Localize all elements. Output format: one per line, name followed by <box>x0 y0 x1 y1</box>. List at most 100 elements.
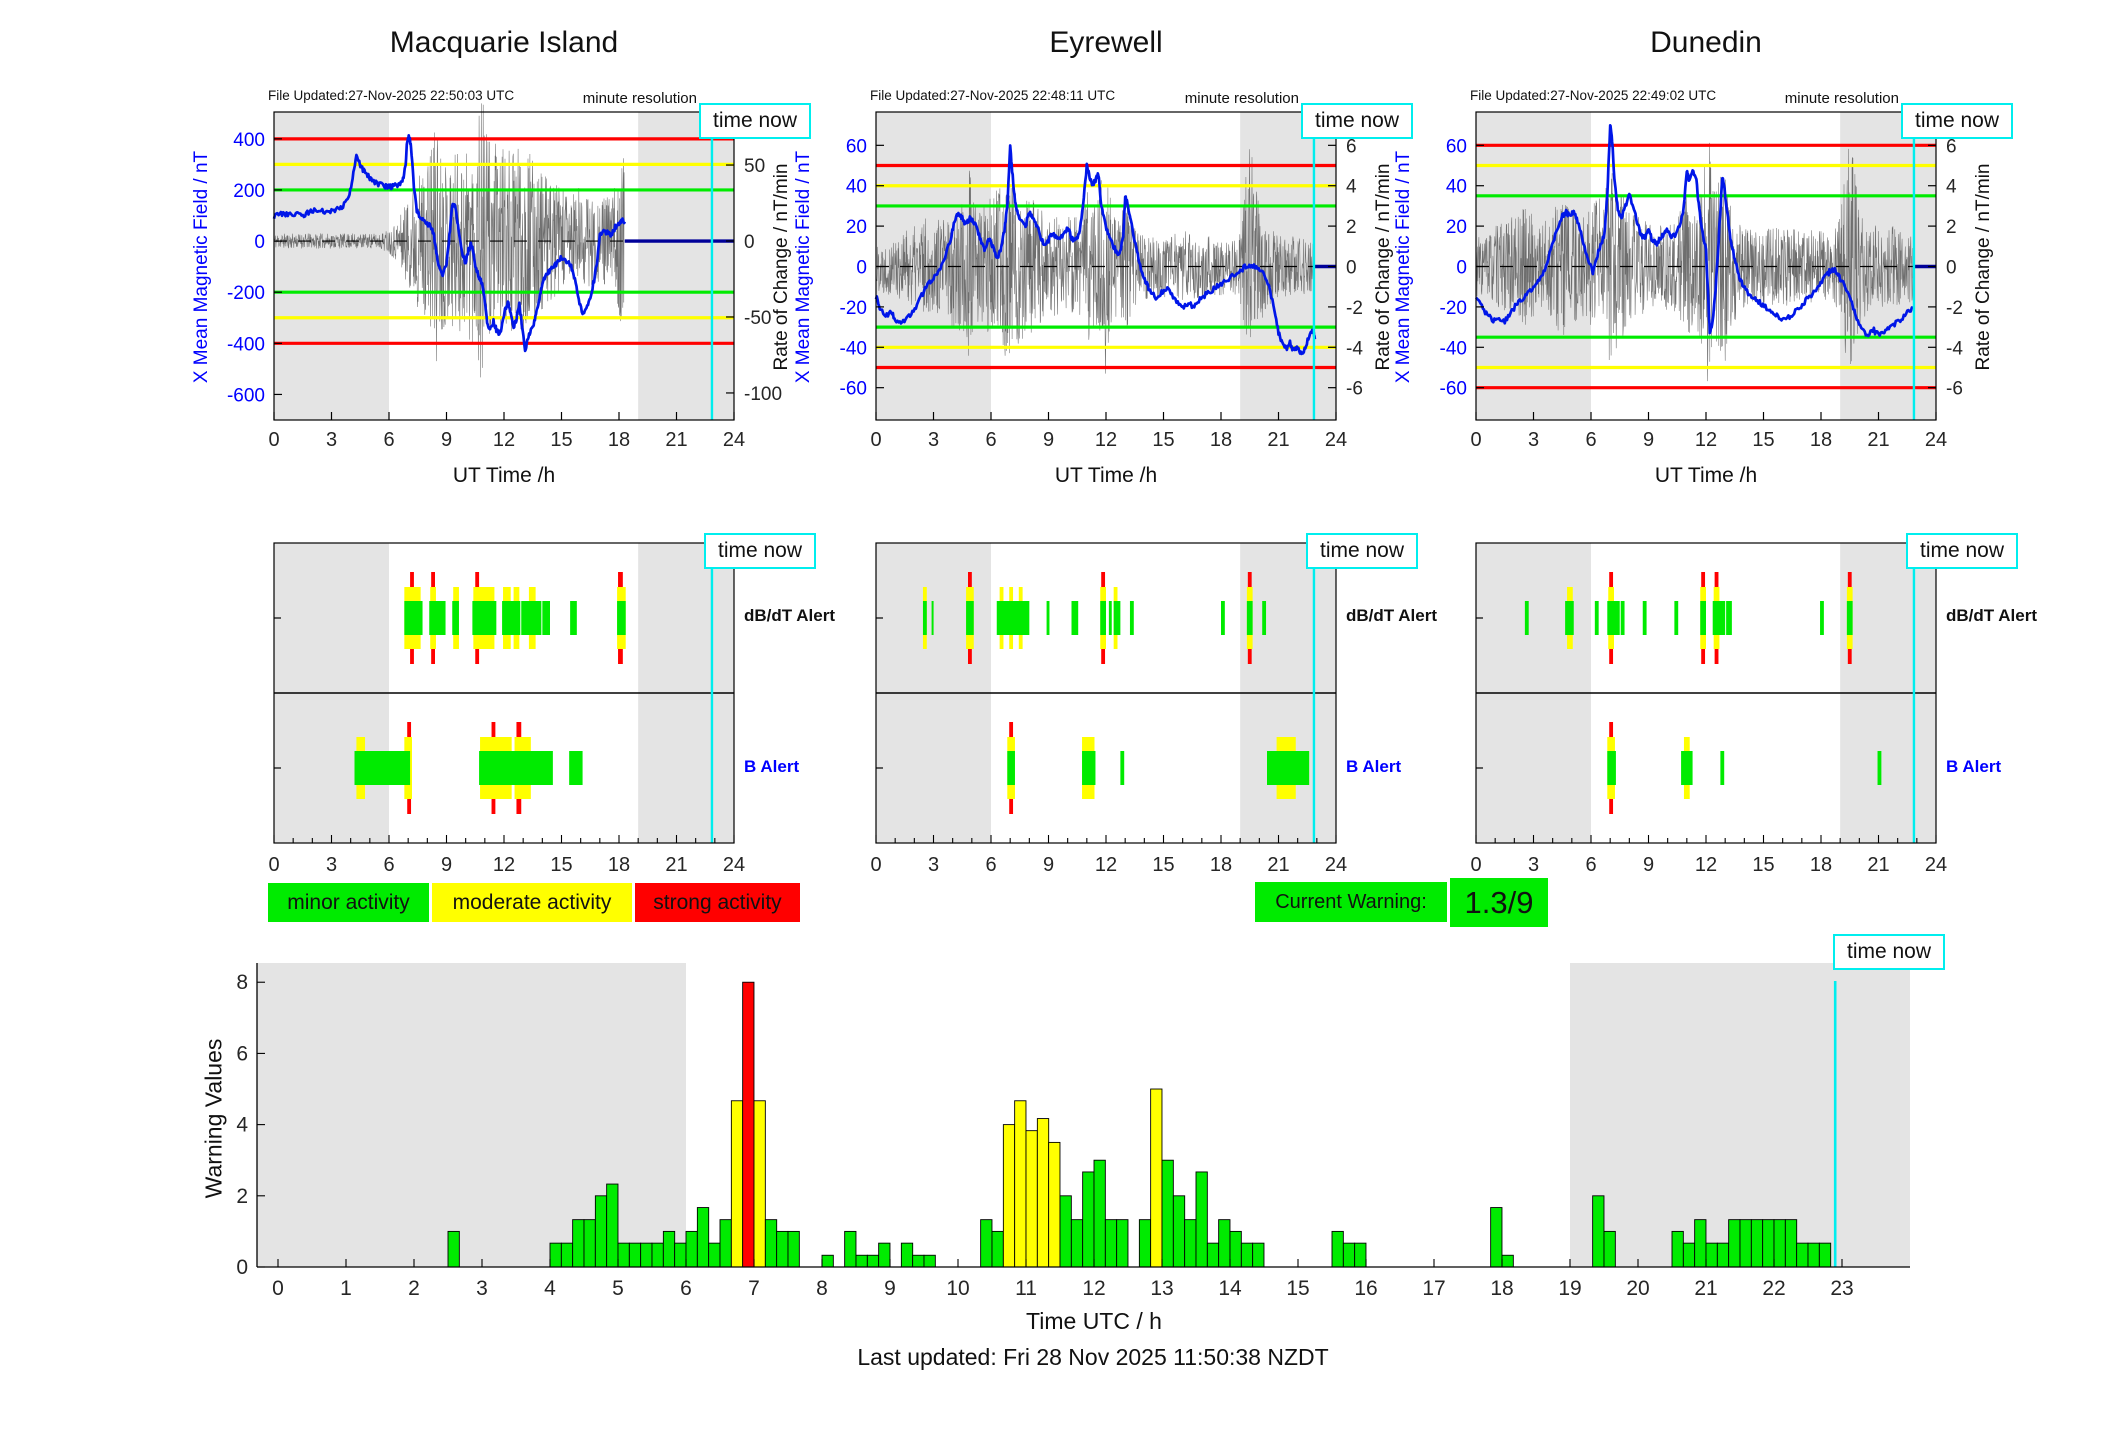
y-tick-label: 6 <box>236 1042 248 1065</box>
x-tick-label: 15 <box>1752 429 1774 451</box>
x-tick-label: 15 <box>550 854 572 876</box>
warning-bar <box>1195 1171 1208 1268</box>
b-alert-row-label: B Alert <box>1946 757 2002 776</box>
warning-bar <box>640 1242 653 1268</box>
warning-bar <box>1354 1242 1367 1268</box>
x-tick-label: 12 <box>1095 854 1117 876</box>
warning-bar <box>549 1242 562 1268</box>
green-alert-segment <box>404 601 423 635</box>
green-alert-segment <box>1221 601 1225 635</box>
green-alert-segment <box>1620 601 1625 635</box>
legend-strong-activity: strong activity <box>635 883 800 922</box>
y-tick-label: 0 <box>236 1256 248 1279</box>
warning-bar <box>1025 1130 1038 1268</box>
y-tick-label-right: -6 <box>1946 379 1963 400</box>
x-tick-label: 13 <box>1150 1277 1173 1300</box>
warning-bar <box>1104 1219 1118 1268</box>
x-tick-label: 18 <box>1810 854 1832 876</box>
warning-bar <box>572 1219 585 1268</box>
current-warning-label: Current Warning: <box>1255 882 1447 922</box>
warning-bar <box>1048 1141 1061 1268</box>
warning-bar <box>1796 1242 1809 1268</box>
warning-bar <box>1716 1242 1730 1268</box>
y-tick-label-left: 400 <box>233 130 265 151</box>
y-tick-label-left: -40 <box>1440 338 1467 359</box>
x-axis-label: UT Time /h <box>1654 464 1758 487</box>
x-axis-label: UT Time /h <box>1054 464 1158 487</box>
warning-bar <box>1592 1195 1605 1268</box>
field-chart: 0 3 6 9 12 15 18 21 24 400 200 0 -200 -400 -600 50 0 -50 -… <box>227 103 782 451</box>
y-tick-label-right: 0 <box>744 232 755 253</box>
x-tick-label: 6 <box>985 854 996 876</box>
y-tick-label-right: 4 <box>1346 177 1357 198</box>
x-tick-label: 18 <box>608 854 630 876</box>
x-tick-label: 9 <box>1043 429 1054 451</box>
y-tick-label-left: 60 <box>846 136 867 157</box>
time-now-flag: time now <box>699 103 812 139</box>
green-alert-segment <box>1607 601 1620 635</box>
x-tick-label: 6 <box>383 854 394 876</box>
green-alert-segment <box>966 601 974 635</box>
station-title: Dunedin <box>1650 26 1762 59</box>
x-axis-label: UT Time /h <box>452 464 556 487</box>
green-alert-segment <box>1524 601 1529 635</box>
time-now-flag: time now <box>1306 533 1419 569</box>
warning-bar <box>991 1230 1004 1268</box>
warning-bar <box>1603 1230 1616 1268</box>
y-tick-label-left: 0 <box>1456 258 1467 279</box>
warning-bar <box>1150 1088 1163 1268</box>
x-tick-label: 0 <box>870 429 881 451</box>
x-tick-label: 21 <box>1267 854 1289 876</box>
data-gap-band <box>1570 963 1910 1267</box>
warning-bar <box>844 1230 857 1268</box>
y-tick-label: 2 <box>236 1185 248 1208</box>
x-tick-label: 24 <box>723 429 745 451</box>
y-tick-label-right: 2 <box>1946 217 1957 238</box>
warning-bar <box>583 1219 596 1268</box>
warning-bar <box>1728 1219 1741 1268</box>
warning-bar <box>1161 1159 1174 1268</box>
x-tick-label: 9 <box>884 1277 896 1300</box>
warning-bar <box>1682 1242 1696 1268</box>
warning-bar <box>980 1219 993 1268</box>
x-tick-label: 9 <box>441 854 452 876</box>
x-tick-label: 23 <box>1830 1277 1853 1300</box>
warning-bar <box>1014 1100 1027 1268</box>
time-now-flag: time now <box>1301 103 1414 139</box>
y-tick-label-right: 6 <box>1946 136 1957 157</box>
y-tick-label-left: -60 <box>840 379 867 400</box>
warning-bar <box>651 1242 664 1268</box>
green-alert-segment <box>1642 601 1647 635</box>
green-alert-segment <box>1071 601 1079 635</box>
data-gap-band <box>257 963 686 1267</box>
x-tick-label: 3 <box>928 429 939 451</box>
x-tick-label: 14 <box>1218 1277 1242 1300</box>
station-title: Macquarie Island <box>389 26 619 59</box>
station-title: Eyrewell <box>1049 26 1163 59</box>
x-tick-label: 7 <box>748 1277 760 1300</box>
x-tick-label: 24 <box>1925 854 1947 876</box>
time-now-flag: time now <box>704 533 817 569</box>
x-tick-label: 12 <box>493 429 515 451</box>
resolution-label: minute resolution <box>1784 90 1899 107</box>
warning-bar <box>594 1195 608 1268</box>
green-alert-segment <box>1700 601 1706 635</box>
green-alert-segment <box>502 601 521 635</box>
x-tick-label: 9 <box>1643 429 1654 451</box>
y-axis-label-right: Rate of Change / nT/min <box>1373 163 1394 371</box>
x-tick-label: 12 <box>493 854 515 876</box>
resolution-label: minute resolution <box>582 90 697 107</box>
warning-bar <box>1229 1230 1242 1268</box>
warning-bar <box>662 1230 676 1268</box>
x-tick-label: 3 <box>928 854 939 876</box>
y-tick-label-left: 200 <box>233 181 265 202</box>
y-tick-label-left: -400 <box>227 334 265 355</box>
x-tick-label: 0 <box>1470 854 1481 876</box>
dbdt-alert-row-label: dB/dT Alert <box>744 606 835 625</box>
x-tick-label: 21 <box>1867 429 1889 451</box>
warning-bar <box>821 1254 834 1268</box>
warning-bar <box>1807 1242 1820 1268</box>
x-tick-label: 0 <box>268 854 279 876</box>
warning-bar <box>1002 1124 1016 1268</box>
time-utc-axis-label: Time UTC / h <box>1026 1308 1162 1334</box>
